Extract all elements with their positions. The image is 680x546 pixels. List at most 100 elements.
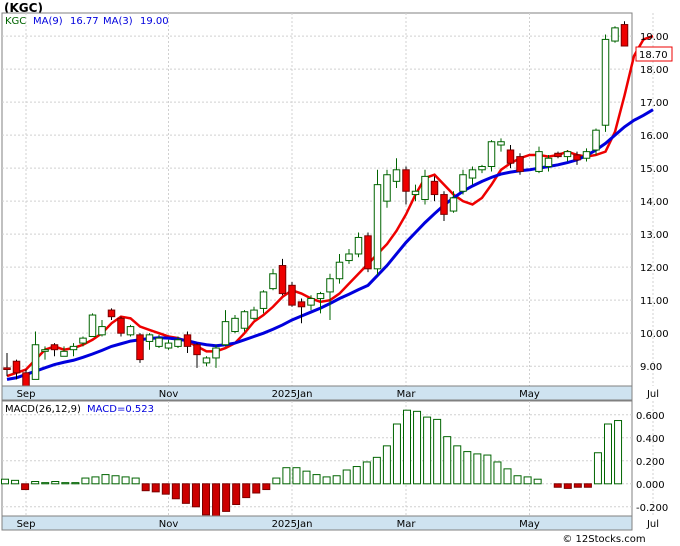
macd-bar [202,483,210,516]
candle-body [297,301,306,308]
candle-body [573,154,581,161]
macd-bar [573,483,582,488]
candle-body [183,334,192,347]
macd-bar [413,410,422,485]
candle [554,151,562,159]
candle-body [278,265,287,295]
candle-body [12,360,21,374]
candle-body [3,367,11,370]
candle [582,148,591,162]
price-y-tick-label: 13.00 [640,230,669,241]
candle-body [221,321,230,346]
candle [316,291,325,314]
macd-bar [392,423,401,485]
macd-legend-value: MACD=0.523 [87,404,154,415]
candle [41,346,49,360]
price-y-tick-label: 15.00 [640,164,669,175]
macd-legend-label: MACD(26,12,9) [5,404,81,415]
last-price-label: 18.70 [639,50,668,61]
price-x-tick-labels: Sep Nov 2025Jan Mar May Jul [17,389,659,400]
macd-panel [1,400,633,517]
macd-bar [131,477,140,485]
macd-bar [222,483,231,512]
macd-bar [111,475,120,485]
price-y-tick-label: 9.00 [640,362,662,373]
legend-symbol: KGC [5,16,26,27]
footer-credit: © 12Stocks.com [562,534,645,545]
macd-bar [423,416,432,485]
macd-bar [171,483,180,500]
candle [506,145,515,169]
candle-body [174,339,182,347]
price-y-tick-label: 17.00 [640,98,669,109]
macd-bar [141,483,150,492]
candle [98,319,106,337]
candle [288,282,296,307]
candle [411,184,420,202]
candle-body [202,357,211,364]
candle [373,169,382,276]
macd-bar [282,467,291,485]
macd-bar [443,436,452,485]
candle [259,290,268,314]
candle-body [335,261,344,280]
macd-bar [31,481,40,485]
price-y-tick-labels: 19.00 18.00 17.00 16.00 15.00 14.00 13.00 12.00… [640,32,669,373]
macd-bar [382,445,391,485]
macd-x-tick-label: Jul [646,519,659,530]
candle-body [620,24,629,47]
candle [440,191,448,221]
candle [126,324,135,337]
candle-body [373,184,382,270]
candle [193,343,201,368]
price-y-tick-label: 16.00 [640,131,669,142]
price-x-tick-label: Jul [646,389,659,400]
macd-bar [342,469,351,485]
candle-body [449,197,458,212]
candle-body [250,309,258,319]
candle-body [50,344,59,351]
price-y-tick-label: 14.00 [640,197,669,208]
candle [50,343,59,357]
candle-body [601,38,610,126]
candle-body [516,156,524,172]
candle-body [98,326,106,336]
candle [383,169,391,208]
candle [221,310,230,347]
macd-y-tick-label: -0.200 [636,503,668,514]
candle-body [354,236,363,255]
candle [354,232,363,258]
candle-body [411,190,420,196]
macd-bar [232,483,241,505]
candle [183,331,192,353]
candle-body [155,337,163,347]
candle [611,26,619,43]
candle-body [31,344,40,380]
candle [563,149,572,162]
macd-bar [583,483,592,488]
price-x-tick-label: May [519,389,540,400]
chart-title: (KGC) [4,1,43,15]
macd-bar [181,483,190,504]
candle [449,191,458,213]
candle [145,333,154,350]
macd-bar [523,476,532,485]
last-price-tag: 18.70 [635,46,673,62]
macd-bar [593,452,602,485]
candle-body [421,175,429,200]
candle-body [164,342,173,349]
candle-body [478,165,486,171]
price-panel [1,12,633,387]
macd-bar [312,474,321,485]
candle-body [145,334,154,342]
candle [345,249,353,264]
candle-body [269,273,277,290]
candle [278,258,287,296]
macd-x-tick-labels: Sep Nov 2025Jan Mar May Jul [17,519,659,530]
macd-y-tick-labels: 0.600 0.400 0.200 0.000 -0.200 [636,411,668,514]
candle [592,128,600,155]
price-x-tick-label: Sep [17,389,36,400]
candle-body [41,349,49,352]
price-y-tick-label: 12.00 [640,263,669,274]
candle [31,331,40,380]
